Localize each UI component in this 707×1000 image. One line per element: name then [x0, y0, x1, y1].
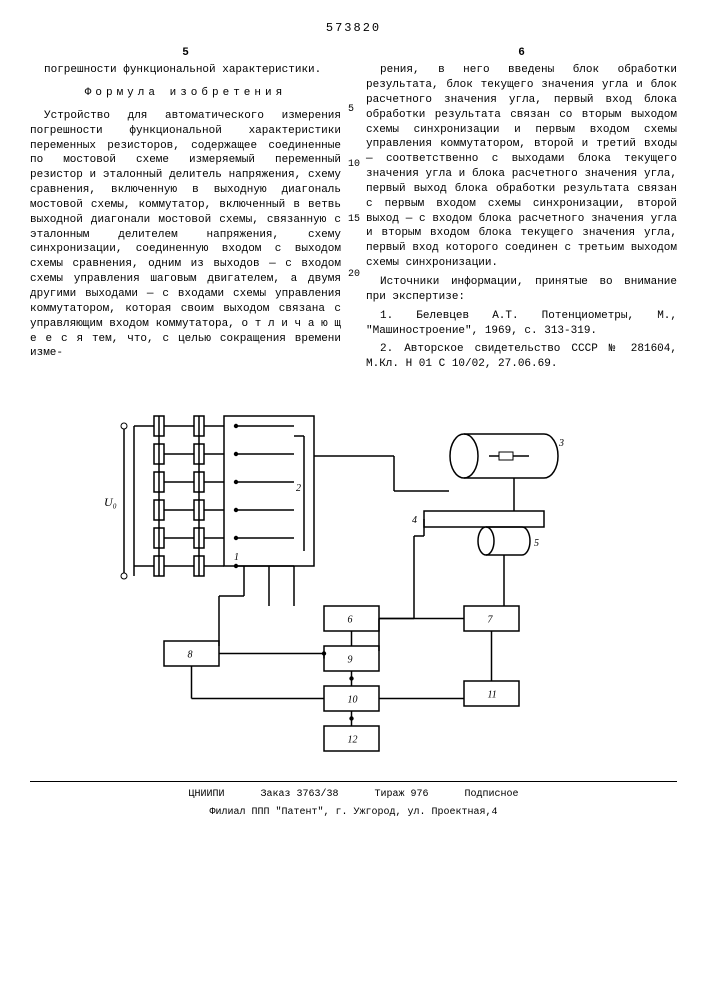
svg-text:2: 2	[296, 483, 301, 494]
patent-number: 573820	[30, 20, 677, 36]
line-marker-5: 5	[348, 103, 354, 117]
footer-subscript: Подписное	[465, 789, 519, 800]
formula-title: Формула изобретения	[30, 86, 341, 101]
line-marker-20: 20	[348, 268, 360, 282]
footer-org: ЦНИИПИ	[188, 789, 224, 800]
line-marker-10: 10	[348, 158, 360, 172]
left-para-2: Устройство для автоматического измерения…	[30, 109, 341, 361]
svg-text:8: 8	[187, 650, 192, 661]
source-2: 2. Авторское свидетельство СССР № 281604…	[366, 342, 677, 372]
sources-title: Источники информации, принятые во вниман…	[366, 275, 677, 305]
svg-text:12: 12	[347, 735, 357, 746]
column-number-right: 6	[518, 46, 525, 61]
svg-text:3: 3	[558, 438, 564, 449]
text-columns: 5 погрешности функциональной характерист…	[30, 51, 677, 376]
circuit-diagram: U₀123456789101112	[30, 396, 677, 766]
right-para-1: рения, в него введены блок обработки рез…	[366, 63, 677, 271]
line-marker-15: 15	[348, 213, 360, 227]
svg-text:6: 6	[347, 615, 352, 626]
left-para-1: погрешности функциональной характеристик…	[30, 63, 341, 78]
footer-order: Заказ 3763/38	[260, 789, 338, 800]
footer-tirage: Тираж 976	[375, 789, 429, 800]
column-number-left: 5	[182, 46, 189, 61]
page: 573820 5 погрешности функциональной хара…	[0, 0, 707, 839]
footer: ЦНИИПИ Заказ 3763/38 Тираж 976 Подписное…	[30, 781, 677, 819]
column-left: 5 погрешности функциональной характерист…	[30, 51, 341, 376]
svg-text:10: 10	[347, 695, 357, 706]
column-right: 6 5 10 15 20 рения, в него введены блок …	[366, 51, 677, 376]
footer-line-1: ЦНИИПИ Заказ 3763/38 Тираж 976 Подписное	[30, 788, 677, 802]
svg-text:9: 9	[347, 655, 352, 666]
footer-line-2: Филиал ППП "Патент", г. Ужгород, ул. Про…	[30, 806, 677, 820]
source-1: 1. Белевцев А.Т. Потенциометры, М., "Маш…	[366, 309, 677, 339]
svg-text:4: 4	[412, 515, 417, 526]
svg-text:11: 11	[487, 690, 496, 701]
svg-text:U₀: U₀	[104, 495, 117, 509]
svg-text:1: 1	[234, 552, 239, 563]
svg-text:5: 5	[534, 538, 539, 549]
diagram-svg: U₀123456789101112	[94, 396, 614, 766]
